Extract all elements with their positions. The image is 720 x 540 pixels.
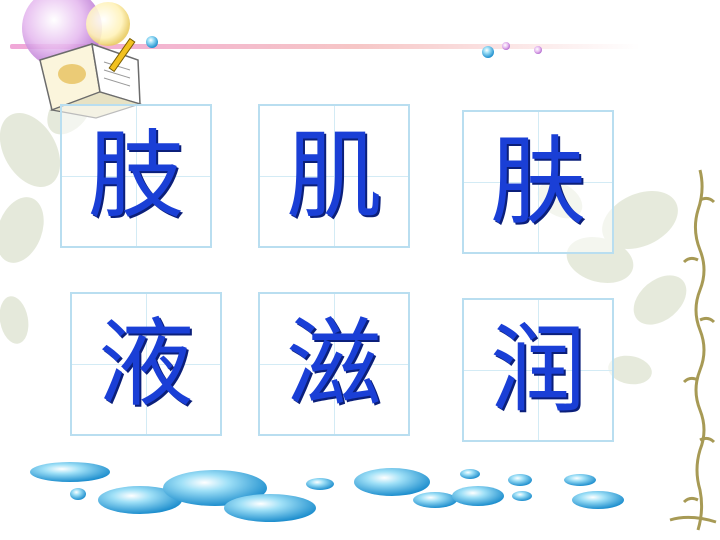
char-cell-4: 液 [70, 292, 222, 436]
bubble-decoration [30, 462, 624, 522]
grid-line [72, 364, 220, 365]
grid-line [62, 176, 210, 177]
character: 滋 [286, 308, 382, 420]
leaf-decoration [0, 85, 93, 344]
char-cell-6: 润 [462, 298, 614, 442]
character: 肌 [286, 120, 382, 232]
top-stripe [10, 44, 640, 49]
char-cell-2: 肌 [258, 104, 410, 248]
grid-line [464, 182, 612, 183]
grid-line [464, 370, 612, 371]
character: 肤 [490, 126, 586, 238]
book-pencil-icon [39, 37, 143, 119]
grid-line [260, 364, 408, 365]
character: 肢 [88, 120, 184, 232]
character: 液 [98, 308, 194, 420]
char-cell-1: 肢 [60, 104, 212, 248]
grid-line [260, 176, 408, 177]
char-cell-3: 肤 [462, 110, 614, 254]
character: 润 [490, 314, 586, 426]
vine-decoration [669, 169, 717, 531]
char-cell-5: 滋 [258, 292, 410, 436]
